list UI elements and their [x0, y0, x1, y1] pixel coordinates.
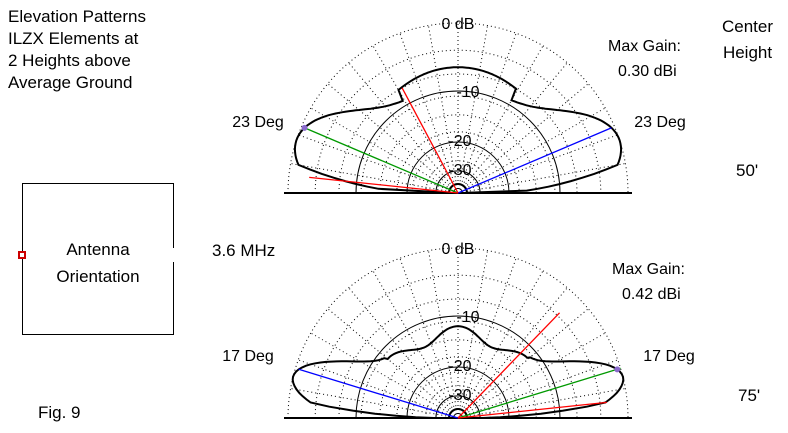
ring-label-30: -30: [448, 387, 471, 404]
elevation-plot-75ft: 0 dB -10 -20 -30 17 Deg 17 Deg: [222, 241, 695, 418]
grid-ring: [380, 115, 536, 193]
grid-spoke: [298, 360, 458, 418]
ring-label-0db: 0 dB: [442, 241, 475, 258]
grid-spoke: [328, 84, 458, 193]
grid-spoke: [458, 135, 618, 193]
angle-label-right: 17 Deg: [643, 348, 695, 365]
angle-label-left: 23 Deg: [232, 114, 284, 131]
grid-spoke: [349, 63, 458, 193]
max-gain-marker: [614, 366, 620, 372]
ring-label-30: -30: [448, 162, 471, 179]
ring-label-10: -10: [456, 309, 479, 326]
direction-ray: [458, 402, 607, 418]
direction-ray: [458, 128, 611, 193]
grid-spoke: [458, 288, 567, 418]
elevation-plot-50ft: 0 dB -10 -20 -30 23 Deg 23 Deg: [232, 16, 686, 193]
max-gain-marker: [302, 125, 308, 131]
grid-spoke: [311, 333, 458, 418]
ring-label-20: -20: [448, 133, 471, 150]
grid-spoke: [458, 63, 567, 193]
direction-ray: [309, 177, 458, 193]
grid-spoke: [349, 288, 458, 418]
direction-ray: [299, 369, 458, 418]
angle-label-right: 23 Deg: [634, 114, 686, 131]
direction-ray: [305, 128, 458, 193]
angle-label-left: 17 Deg: [222, 348, 274, 365]
ring-label-0db: 0 dB: [442, 16, 475, 33]
ring-label-10: -10: [456, 84, 479, 101]
grid-spoke: [328, 309, 458, 418]
grid-spoke: [458, 108, 605, 193]
ring-label-20: -20: [448, 358, 471, 375]
